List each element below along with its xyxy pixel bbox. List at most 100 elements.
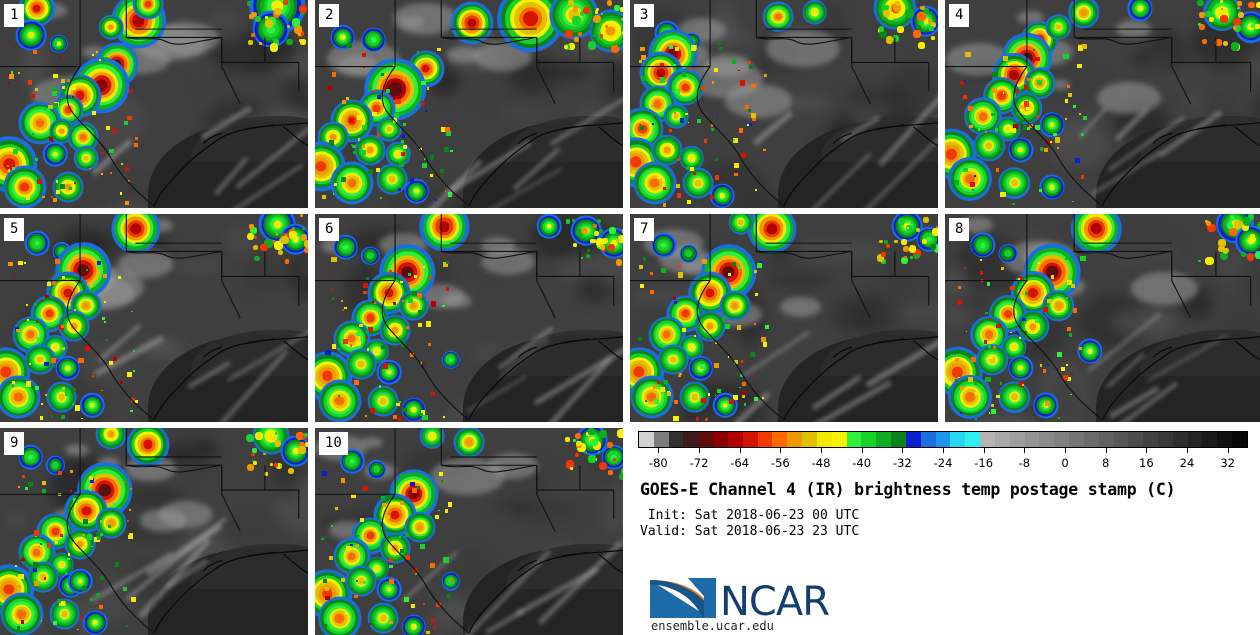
- cloud-pixel: [439, 168, 445, 174]
- cloud-pixel: [687, 199, 692, 204]
- panel-7[interactable]: 7: [630, 214, 938, 422]
- warm-surface-patch: [1144, 42, 1213, 93]
- colorbar-tick: [1065, 448, 1066, 453]
- panel-10[interactable]: 10: [315, 428, 623, 635]
- cloud-pixel: [54, 42, 57, 45]
- cloud-pixel: [299, 5, 307, 13]
- warm-surface-patch: [497, 100, 550, 123]
- political-boundaries: [945, 214, 1260, 422]
- convective-cell: [651, 134, 683, 166]
- cloud-pixel: [321, 194, 327, 200]
- cloud-pixel: [931, 36, 936, 41]
- cloud-pixel: [274, 7, 282, 16]
- cloud-pixel: [703, 139, 708, 143]
- cloud-pixel: [710, 195, 714, 199]
- cloud-pixel: [715, 157, 719, 161]
- convective-cell: [376, 163, 408, 195]
- cloud-pixel: [109, 148, 114, 154]
- cloud-pixel: [641, 55, 647, 61]
- cloud-pixel: [677, 158, 681, 162]
- cloud-pixel: [913, 30, 921, 38]
- satellite-image-2: [315, 0, 623, 208]
- cloud-pixel: [37, 179, 42, 184]
- convective-cell: [496, 0, 565, 53]
- cloud-pixel: [572, 16, 582, 25]
- cloud-pixel: [86, 100, 89, 102]
- cloud-pixel: [748, 122, 752, 127]
- convective-cell: [67, 121, 99, 153]
- cloud-pixel: [106, 125, 111, 130]
- cloud-pixel: [251, 11, 257, 18]
- cloud-pixel: [402, 144, 407, 150]
- cloud-pixel: [969, 124, 973, 129]
- cloud-pixel: [421, 101, 426, 106]
- cloud-pixel: [1026, 106, 1030, 110]
- panel-4[interactable]: 4: [945, 0, 1260, 208]
- satellite-image-1: [0, 0, 308, 208]
- cloud-pixel: [401, 139, 405, 144]
- cloud-pixel: [48, 104, 53, 110]
- cirrus-patch: [765, 29, 840, 67]
- cloud-pixel: [731, 59, 737, 64]
- cloud-pixel: [650, 126, 654, 130]
- colorbar-tick-label: 24: [1179, 456, 1195, 470]
- cloud-pixel: [959, 80, 965, 86]
- colorbar-tick-label: -40: [852, 456, 872, 470]
- cloud-pixel: [1081, 43, 1087, 50]
- cloud-pixel: [12, 167, 16, 171]
- political-boundaries: [315, 428, 623, 635]
- colorbar-ticks: [638, 448, 1248, 456]
- cloud-pixel: [60, 184, 66, 190]
- cloud-pixel: [119, 192, 123, 195]
- cloud-pixel: [659, 62, 665, 67]
- panel-3[interactable]: 3: [630, 0, 938, 208]
- cloud-pixel: [258, 41, 262, 45]
- panel-6[interactable]: 6: [315, 214, 623, 422]
- convective-cell: [98, 14, 124, 40]
- cloud-pixel: [124, 167, 130, 172]
- cloud-pixel: [690, 167, 695, 171]
- cloud-pixel: [675, 183, 680, 188]
- cloud-pixel: [1023, 101, 1030, 107]
- panel-2[interactable]: 2: [315, 0, 623, 208]
- cloud-pixel: [1075, 158, 1080, 163]
- cloud-pixel: [380, 197, 383, 200]
- cloud-pixel: [696, 118, 702, 123]
- cloud-pixel: [342, 100, 346, 104]
- colorbar-tick-label: -72: [689, 456, 709, 470]
- satellite-image-3: [630, 0, 938, 208]
- convective-cell: [710, 183, 735, 208]
- cloud-pixel: [98, 58, 101, 61]
- panel-label: 10: [319, 432, 348, 455]
- figure-metadata: Init: Sat 2018-06-23 00 UTC Valid: Sat 2…: [640, 508, 859, 540]
- colorbar-tick: [902, 448, 904, 453]
- panel-label: 1: [4, 4, 25, 27]
- panel-5[interactable]: 5: [0, 214, 308, 422]
- cloud-pixel: [963, 95, 968, 100]
- warm-surface-patch: [304, 52, 308, 115]
- colorbar-tick-labels: -80 -72 -64 -56 -48 -40 -32 -24 -16 -8 0 8 16 24 32: [638, 456, 1248, 471]
- convective-cell: [1067, 0, 1100, 29]
- colorbar-tick: [1187, 448, 1188, 453]
- cloud-pixel: [91, 54, 94, 57]
- cloud-pixel: [298, 38, 302, 42]
- colorbar-tick: [658, 448, 660, 453]
- cloud-pixel: [745, 105, 749, 109]
- panel-9[interactable]: 9: [0, 428, 308, 635]
- cloud-pixel: [1040, 147, 1044, 151]
- ncar-logo-url: ensemble.ucar.edu: [651, 619, 774, 633]
- cloud-pixel: [748, 61, 752, 65]
- cloud-pixel: [987, 83, 991, 87]
- cloud-pixel: [659, 77, 666, 83]
- convective-cell: [376, 116, 402, 142]
- cloud-pixel: [738, 69, 740, 72]
- cloud-pixel: [297, 32, 302, 36]
- cloud-pixel: [1036, 114, 1040, 118]
- panel-8[interactable]: 8: [945, 214, 1260, 422]
- cloud-pixel: [715, 175, 720, 180]
- cloud-pixel: [657, 174, 662, 179]
- cloud-pixel: [361, 52, 366, 57]
- cloud-pixel: [1012, 202, 1015, 205]
- panel-1[interactable]: 1: [0, 0, 308, 208]
- cloud-pixel: [687, 121, 690, 124]
